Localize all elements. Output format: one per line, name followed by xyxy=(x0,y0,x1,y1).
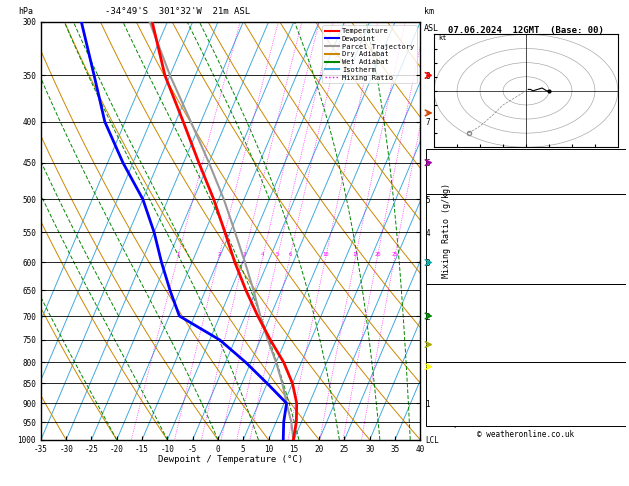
Text: K: K xyxy=(434,153,439,162)
X-axis label: Dewpoint / Temperature (°C): Dewpoint / Temperature (°C) xyxy=(158,455,303,464)
Text: 5: 5 xyxy=(276,252,279,257)
Text: CIN (J): CIN (J) xyxy=(434,275,469,284)
Text: 25: 25 xyxy=(391,252,398,257)
Text: 50: 50 xyxy=(608,167,618,175)
Legend: Temperature, Dewpoint, Parcel Trajectory, Dry Adiabat, Wet Adiabat, Isotherm, Mi: Temperature, Dewpoint, Parcel Trajectory… xyxy=(323,25,417,83)
Text: 25: 25 xyxy=(608,419,618,428)
Text: StmSpd (kt): StmSpd (kt) xyxy=(434,419,489,428)
Bar xyxy=(426,362,626,426)
Bar xyxy=(426,149,626,194)
Text: Pressure (mb): Pressure (mb) xyxy=(434,301,499,310)
Bar xyxy=(426,284,626,362)
Text: SREH: SREH xyxy=(434,392,454,401)
Text: CIN (J): CIN (J) xyxy=(434,356,469,365)
Text: Lifted Index: Lifted Index xyxy=(434,249,494,258)
Text: km: km xyxy=(424,7,434,16)
Text: -14: -14 xyxy=(603,378,618,387)
Text: 8: 8 xyxy=(613,249,618,258)
Text: CAPE (J): CAPE (J) xyxy=(434,342,474,351)
Text: 1: 1 xyxy=(176,252,180,257)
Text: 20: 20 xyxy=(374,252,381,257)
Text: 6: 6 xyxy=(288,252,292,257)
Text: 10: 10 xyxy=(323,252,329,257)
Text: -0: -0 xyxy=(608,328,618,337)
Text: ASL: ASL xyxy=(424,24,439,33)
Text: θₑ (K): θₑ (K) xyxy=(434,314,464,324)
Text: Dewp (°C): Dewp (°C) xyxy=(434,223,479,232)
Text: Temp (°C): Temp (°C) xyxy=(434,210,479,219)
Text: 3.62: 3.62 xyxy=(598,180,618,189)
Text: 107: 107 xyxy=(603,342,618,351)
Text: 294°: 294° xyxy=(598,405,618,415)
Text: 21: 21 xyxy=(608,356,618,365)
Text: 07.06.2024  12GMT  (Base: 00): 07.06.2024 12GMT (Base: 00) xyxy=(448,26,604,35)
Text: -34°49'S  301°32'W  21m ASL: -34°49'S 301°32'W 21m ASL xyxy=(105,7,250,16)
Text: 14.9: 14.9 xyxy=(598,210,618,219)
Text: 4: 4 xyxy=(261,252,264,257)
Text: EH: EH xyxy=(434,378,444,387)
Text: 0: 0 xyxy=(613,262,618,271)
Text: hPa: hPa xyxy=(18,7,33,16)
Text: 34: 34 xyxy=(608,153,618,162)
Text: Lifted Index: Lifted Index xyxy=(434,328,494,337)
Text: StmDir: StmDir xyxy=(434,405,464,415)
Text: 327: 327 xyxy=(603,314,618,324)
Text: Most Unstable: Most Unstable xyxy=(494,287,559,296)
Text: 2: 2 xyxy=(217,252,221,257)
Text: 0: 0 xyxy=(613,392,618,401)
Text: 12.9: 12.9 xyxy=(598,223,618,232)
Text: Hodograph: Hodograph xyxy=(503,364,548,373)
Bar xyxy=(426,194,626,284)
Text: 0: 0 xyxy=(613,275,618,284)
Text: Totals Totals: Totals Totals xyxy=(434,167,499,175)
Text: 15: 15 xyxy=(352,252,359,257)
Text: 312: 312 xyxy=(603,236,618,245)
Text: © weatheronline.co.uk: © weatheronline.co.uk xyxy=(477,430,574,439)
Text: 900: 900 xyxy=(603,301,618,310)
Text: Surface: Surface xyxy=(508,197,543,206)
Text: CAPE (J): CAPE (J) xyxy=(434,262,474,271)
Text: θₑ(K): θₑ(K) xyxy=(434,236,459,245)
Text: PW (cm): PW (cm) xyxy=(434,180,469,189)
Y-axis label: Mixing Ratio (g/kg): Mixing Ratio (g/kg) xyxy=(442,183,451,278)
Text: 3: 3 xyxy=(243,252,246,257)
